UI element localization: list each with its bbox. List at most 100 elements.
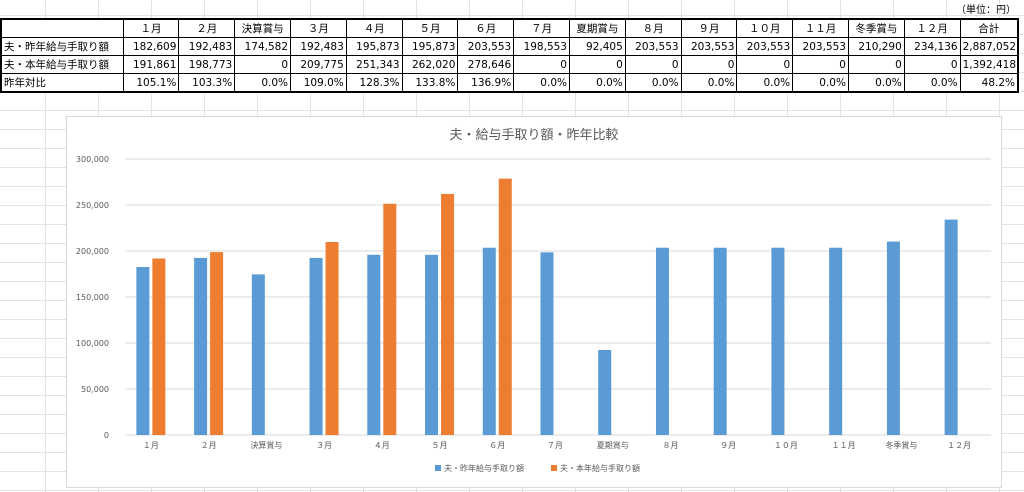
column-header[interactable]: ６月 [457,18,515,38]
column-header[interactable]: 決算賞与 [234,18,291,38]
bar-last-year[interactable] [425,254,439,435]
column-header[interactable]: ２月 [178,18,236,38]
y-tick-label: 100,000 [76,339,109,348]
chart-area[interactable]: 夫・給与手取り額・昨年比較 0 50,000 100,000 150,000 200,0… [66,116,1002,488]
table-cell[interactable]: 0.0% [736,73,794,93]
bar-this-year[interactable] [441,193,455,435]
legend-label[interactable]: 夫・本年給与手取り額 [560,463,640,473]
bar-last-year[interactable] [598,349,612,435]
table-cell[interactable]: 262,020 [401,55,459,74]
table-cell[interactable]: 234,136 [903,37,961,56]
column-header[interactable]: ３月 [290,18,347,38]
table-cell[interactable]: 203,553 [457,37,515,56]
row-label[interactable]: 夫・昨年給与手取り額 [0,37,124,56]
bar-last-year[interactable] [655,247,669,435]
bars [136,178,958,435]
table-cell[interactable]: 128.3% [345,73,403,93]
table-cell[interactable]: 2,887,052 [959,37,1019,56]
table-cell[interactable]: 182,609 [122,37,180,56]
table-cell[interactable]: 0 [234,55,291,74]
table-cell[interactable]: 0.0% [513,73,570,93]
x-tick-label: ４月 [374,441,390,450]
table-cell[interactable]: 0 [903,55,961,74]
bar-this-year[interactable] [152,258,166,435]
table-cell[interactable]: 174,582 [234,37,291,56]
bar-last-year[interactable] [251,274,265,435]
bar-last-year[interactable] [309,257,323,435]
bar-last-year[interactable] [886,241,900,435]
column-header[interactable]: ４月 [345,18,403,38]
bar-this-year[interactable] [498,178,512,435]
table-cell[interactable]: 0 [847,55,905,74]
table-cell[interactable]: 198,553 [513,37,570,56]
column-header[interactable]: １月 [122,18,180,38]
table-cell[interactable]: 136.9% [457,73,515,93]
bar-last-year[interactable] [194,257,208,435]
table-cell[interactable]: 48.2% [959,73,1019,93]
table-cell[interactable]: 109.0% [290,73,347,93]
table-cell[interactable]: 0 [792,55,849,74]
bar-last-year[interactable] [482,247,496,435]
table-cell[interactable]: 105.1% [122,73,180,93]
x-tick-label: ７月 [547,441,563,450]
table-cell[interactable]: 278,646 [457,55,515,74]
table-cell[interactable]: 209,775 [290,55,347,74]
y-tick-label: 150,000 [76,293,109,302]
table-cell[interactable]: 0 [513,55,570,74]
bar-last-year[interactable] [944,219,958,435]
column-header[interactable]: ５月 [401,18,459,38]
bar-last-year[interactable] [713,247,727,435]
table-cell[interactable]: 0 [568,55,626,74]
y-tick-label: 300,000 [76,155,109,164]
row-label[interactable]: 昨年対比 [0,73,124,93]
column-header[interactable]: ８月 [624,18,682,38]
table-cell[interactable]: 0 [624,55,682,74]
table-cell[interactable]: 195,873 [401,37,459,56]
bar-this-year[interactable] [325,242,339,435]
table-cell[interactable]: 0.0% [234,73,291,93]
bar-last-year[interactable] [540,252,554,435]
table-cell[interactable]: 203,553 [792,37,849,56]
y-axis-ticks: 0 50,000 100,000 150,000 200,000 250,000 300,0… [76,155,109,440]
bar-this-year[interactable] [383,203,397,435]
table-cell[interactable]: 0 [680,55,738,74]
bar-last-year[interactable] [367,254,381,435]
row-label[interactable]: 夫・本年給与手取り額 [0,55,124,74]
column-header[interactable]: ９月 [680,18,738,38]
column-header[interactable]: １０月 [736,18,794,38]
table-cell[interactable]: 198,773 [178,55,236,74]
bar-this-year[interactable] [210,252,224,435]
table-cell[interactable]: 203,553 [736,37,794,56]
table-cell[interactable]: 0.0% [624,73,682,93]
bar-last-year[interactable] [829,247,843,435]
column-header[interactable]: ７月 [513,18,570,38]
table-cell[interactable]: 210,290 [847,37,905,56]
bar-last-year[interactable] [136,266,150,435]
column-header[interactable]: 冬季賞与 [847,18,905,38]
table-cell[interactable]: 195,873 [345,37,403,56]
column-header[interactable] [0,18,124,38]
column-header[interactable]: 合計 [959,18,1019,38]
table-cell[interactable]: 251,343 [345,55,403,74]
table-cell[interactable]: 0 [736,55,794,74]
table-cell[interactable]: 0.0% [903,73,961,93]
table-cell[interactable]: 92,405 [568,37,626,56]
table-cell[interactable]: 133.8% [401,73,459,93]
column-header[interactable]: １２月 [903,18,961,38]
table-cell[interactable]: 1,392,418 [959,55,1019,74]
column-header[interactable]: 夏期賞与 [568,18,626,38]
table-cell[interactable]: 191,861 [122,55,180,74]
table-cell[interactable]: 0.0% [792,73,849,93]
bar-last-year[interactable] [771,247,785,435]
table-cell[interactable]: 0.0% [680,73,738,93]
table-cell[interactable]: 203,553 [680,37,738,56]
table-cell[interactable]: 192,483 [178,37,236,56]
table-cell[interactable]: 192,483 [290,37,347,56]
table-cell[interactable]: 0.0% [568,73,626,93]
table-cell[interactable]: 0.0% [847,73,905,93]
legend-label[interactable]: 夫・昨年給与手取り額 [444,463,524,473]
x-tick-label: １２月 [947,441,971,450]
table-cell[interactable]: 103.3% [178,73,236,93]
table-cell[interactable]: 203,553 [624,37,682,56]
column-header[interactable]: １１月 [792,18,849,38]
